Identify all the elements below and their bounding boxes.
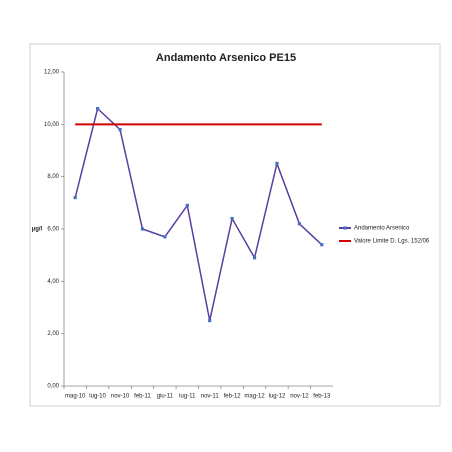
x-tick-label: feb-13 xyxy=(313,394,331,400)
point xyxy=(163,235,167,239)
point xyxy=(73,196,77,200)
chart-title: Andamento Arsenico PE15 xyxy=(156,52,296,64)
series-line xyxy=(74,107,323,321)
point xyxy=(320,243,324,247)
y-tick-label: 12,00 xyxy=(44,70,60,76)
x-tick-label: lug-12 xyxy=(269,394,286,400)
point xyxy=(252,256,257,260)
y-tick-label: 4,00 xyxy=(47,279,59,285)
x-tick-label: nov-10 xyxy=(111,394,130,400)
x-tick-label: mag-12 xyxy=(244,394,265,400)
x-tick-label: nov-11 xyxy=(201,394,220,400)
y-tick-label: 2,00 xyxy=(47,331,59,337)
y-tick-label: 0,00 xyxy=(47,384,59,390)
legend-label: Andamento Arsenico xyxy=(354,226,410,232)
point xyxy=(185,203,189,208)
x-tick-label: feb-12 xyxy=(224,394,242,400)
x-tick-label: mag-10 xyxy=(65,394,86,400)
y-axis-label: µg/l xyxy=(32,227,43,233)
point xyxy=(208,318,212,323)
x-tick-label: lug-11 xyxy=(179,394,196,400)
point xyxy=(96,107,100,111)
point xyxy=(118,127,122,132)
x-tick-label: giu-11 xyxy=(157,394,174,400)
x-tick-label: feb-11 xyxy=(134,394,151,400)
legend-label: Valore Limite D. Lgs. 152/06 xyxy=(354,239,430,245)
point xyxy=(297,222,301,226)
point xyxy=(275,161,279,166)
x-tick-label: nov-12 xyxy=(290,394,309,400)
y-tick-label: 6,00 xyxy=(47,227,59,233)
y-tick-label: 8,00 xyxy=(47,174,59,180)
point xyxy=(230,216,234,221)
y-tick-label: 10,00 xyxy=(44,122,60,128)
legend-marker xyxy=(343,226,347,230)
x-tick-label: lug-10 xyxy=(89,394,106,400)
point xyxy=(140,227,145,231)
